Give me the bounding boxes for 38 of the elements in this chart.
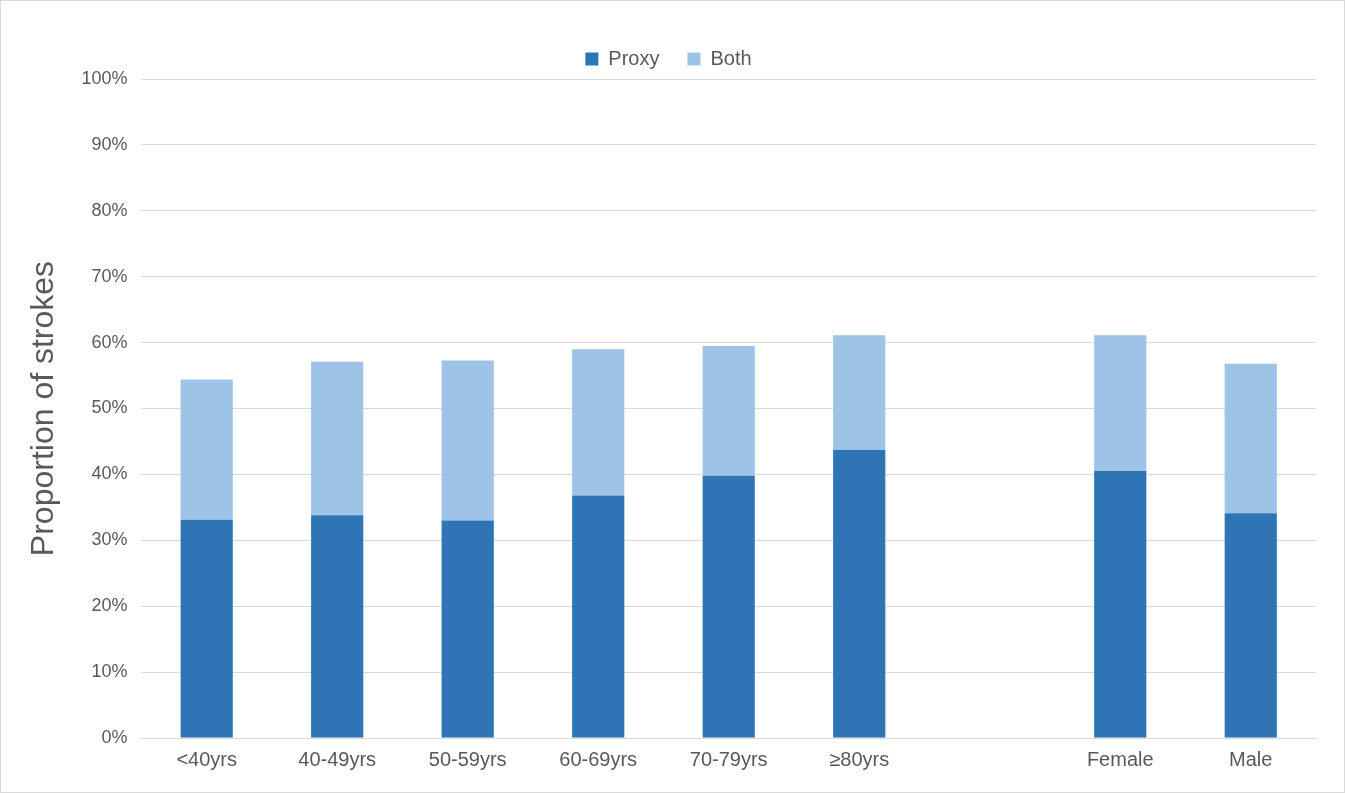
y-tick-label: 0% (101, 726, 128, 747)
bar (833, 450, 886, 738)
bar (311, 515, 364, 738)
bar (572, 495, 625, 738)
bar (702, 345, 755, 476)
y-tick-label: 40% (91, 463, 128, 484)
bar (702, 475, 755, 738)
y-tick-label: 50% (91, 397, 128, 418)
x-tick-label: 50-59yrs (428, 747, 507, 770)
bar (180, 379, 233, 520)
y-tick-label: 20% (91, 595, 128, 616)
legend-label: Both (710, 46, 752, 69)
x-tick-label: <40yrs (176, 747, 237, 770)
bar (1224, 363, 1277, 514)
bar (833, 335, 886, 451)
x-tick-label: Male (1229, 747, 1273, 770)
bar (180, 519, 233, 738)
bar (441, 360, 494, 521)
y-tick-label: 60% (91, 331, 128, 352)
y-tick-label: 70% (91, 265, 128, 286)
y-tick-label: 10% (91, 661, 128, 682)
x-tick-label: Female (1086, 747, 1154, 770)
bar (311, 361, 364, 516)
bar (1094, 335, 1147, 472)
y-tick-label: 90% (91, 133, 128, 154)
bar (1224, 513, 1277, 738)
legend-label: Proxy (608, 46, 660, 69)
x-tick-label: ≥80yrs (829, 747, 890, 770)
x-tick-label: 40-49yrs (298, 747, 377, 770)
y-tick-label: 100% (81, 67, 128, 88)
x-tick-label: 60-69yrs (559, 747, 638, 770)
bar (441, 520, 494, 738)
bar (1094, 471, 1147, 738)
x-tick-label: 70-79yrs (689, 747, 768, 770)
y-axis-title: Proportion of strokes (24, 260, 61, 557)
bar (572, 349, 625, 496)
y-tick-label: 80% (91, 199, 128, 220)
y-tick-label: 30% (91, 529, 128, 550)
